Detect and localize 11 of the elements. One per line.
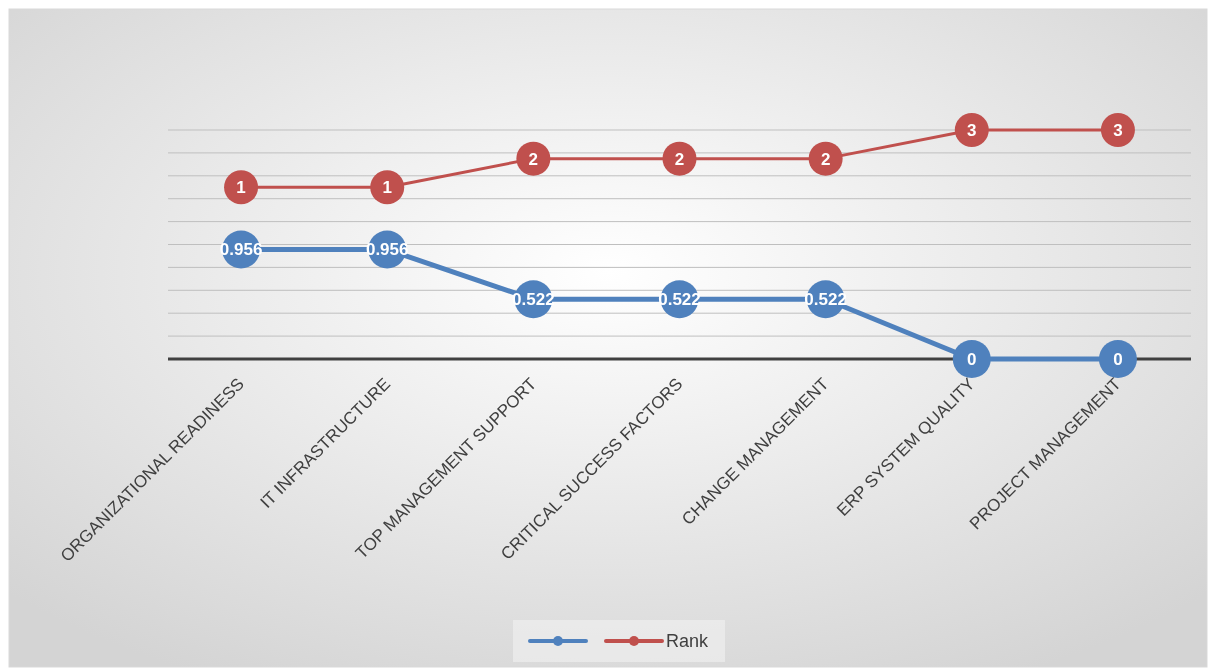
data-label: 2 [820, 149, 831, 169]
data-label: 1 [236, 178, 246, 198]
data-label: 0 [967, 349, 977, 369]
data-label: 2 [528, 149, 539, 169]
legend-label: Rank [666, 631, 710, 652]
data-label: 1 [382, 178, 392, 198]
data-label: 0.522 [658, 290, 701, 310]
data-label: 3 [967, 120, 977, 140]
data-label: 3 [1113, 120, 1123, 140]
data-label: 0 [1113, 349, 1123, 369]
data-label: 2 [674, 149, 685, 169]
